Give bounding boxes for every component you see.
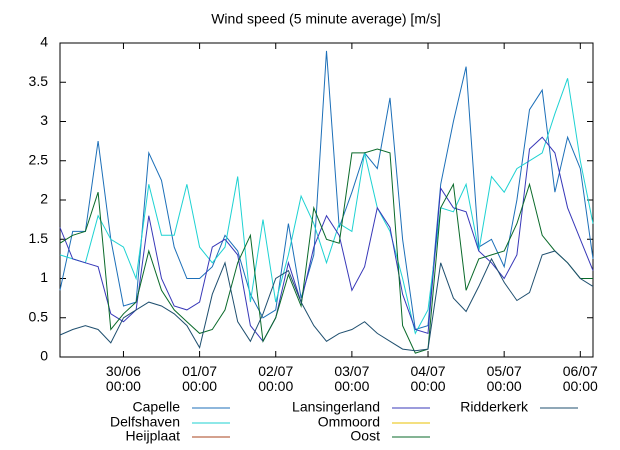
x-tick-label: 03/07 00:00 [334, 363, 370, 394]
y-tick-label: 1 [40, 269, 48, 285]
x-tick-label: 06/07 00:00 [562, 363, 598, 394]
y-tick-label: 4 [40, 34, 48, 50]
x-tick-label: 30/06 00:00 [105, 363, 141, 394]
x-tick-label: 02/07 00:00 [258, 363, 294, 394]
legend-label: Ridderkerk [460, 399, 529, 415]
series-line [59, 50, 594, 331]
y-tick-label: 3 [40, 112, 48, 128]
series-line [59, 250, 594, 352]
y-tick-label: 1.5 [29, 230, 49, 246]
plot-frame [59, 42, 594, 358]
x-tick-label: 05/07 00:00 [486, 363, 522, 394]
chart-title: Wind speed (5 minute average) [m/s] [211, 11, 441, 27]
series-line [59, 148, 593, 354]
x-tick-label: 01/07 00:00 [182, 363, 218, 394]
legend-label: Lansingerland [292, 399, 380, 415]
y-tick-label: 0 [40, 348, 48, 364]
x-tick-label: 04/07 00:00 [410, 363, 446, 394]
series-line [59, 78, 594, 335]
legend-label: Ommoord [318, 414, 380, 430]
legend-label: Delfshaven [110, 414, 180, 430]
y-tick-label: 0.5 [29, 308, 49, 324]
legend-label: Oost [350, 428, 380, 444]
y-tick-label: 2.5 [29, 151, 49, 167]
y-tick-label: 2 [40, 191, 48, 207]
legend-label: Heijplaat [126, 428, 181, 444]
series-line [59, 136, 594, 343]
y-tick-label: 3.5 [29, 73, 49, 89]
legend-label: Capelle [133, 399, 181, 415]
